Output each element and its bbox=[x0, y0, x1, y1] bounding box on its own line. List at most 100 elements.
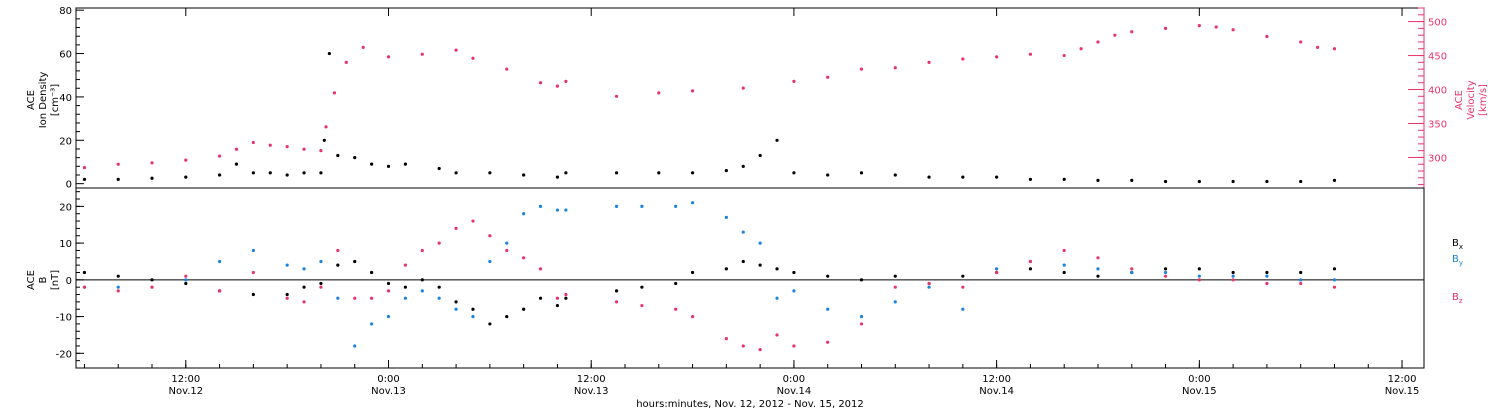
by-point bbox=[792, 289, 796, 293]
bz-point bbox=[1062, 248, 1066, 253]
top-panel-frame bbox=[75, 7, 1425, 189]
bz-point bbox=[488, 234, 492, 238]
bz-point bbox=[319, 285, 323, 289]
by-point bbox=[927, 285, 931, 289]
velocity-point bbox=[116, 162, 120, 166]
top-left-axis-label-line-2: Ion Density bbox=[38, 72, 49, 129]
ion-density-point bbox=[1265, 179, 1269, 184]
ion-density-point bbox=[1096, 178, 1100, 183]
bottom-axis-label-line-1: ACE bbox=[26, 270, 37, 290]
bx-point bbox=[522, 307, 526, 311]
bx-point bbox=[792, 270, 796, 275]
legend: Bx By Bz bbox=[1452, 238, 1463, 305]
ion-density-point bbox=[927, 175, 931, 179]
top-left-tick-label: 80 bbox=[59, 6, 72, 17]
by-point bbox=[1332, 278, 1337, 282]
bx-point bbox=[1028, 267, 1033, 271]
velocity-point bbox=[564, 79, 568, 83]
bz-point bbox=[403, 263, 407, 267]
ion-density-point bbox=[1163, 179, 1168, 184]
velocity-point bbox=[285, 144, 289, 149]
bz-point bbox=[353, 296, 357, 300]
bx-point bbox=[505, 314, 509, 319]
ion-density-point bbox=[1332, 178, 1337, 183]
velocity-point bbox=[1163, 26, 1168, 30]
velocity-point bbox=[268, 143, 272, 147]
bz-point bbox=[724, 337, 728, 341]
bz-point bbox=[859, 322, 864, 326]
by-point bbox=[505, 241, 509, 245]
velocity-point bbox=[614, 94, 619, 98]
ion-density-point bbox=[319, 171, 323, 175]
by-point bbox=[674, 204, 678, 208]
bz-point bbox=[538, 267, 543, 271]
ion-density-point bbox=[217, 173, 222, 177]
x-axis-ticks: 12:00Nov.120:00Nov.1312:00Nov.130:00Nov.… bbox=[83, 8, 1419, 397]
ion-density-point bbox=[741, 164, 745, 168]
bx-point bbox=[690, 270, 695, 275]
bx-point bbox=[319, 281, 323, 286]
ion-density-point bbox=[327, 51, 331, 56]
bottom-panel-frame bbox=[75, 187, 1425, 369]
bz-point bbox=[302, 300, 306, 304]
by-point bbox=[614, 204, 619, 208]
bx-point bbox=[285, 292, 289, 297]
top-right-axis-label: ACE Velocity [km/s] bbox=[1454, 80, 1489, 119]
by-point bbox=[1062, 263, 1066, 267]
by-point bbox=[690, 201, 695, 205]
bz-point bbox=[420, 248, 424, 253]
bz-point bbox=[285, 296, 289, 300]
bx-point bbox=[488, 322, 492, 326]
velocity-point bbox=[1214, 25, 1218, 29]
x-tick-date: Nov.15 bbox=[1182, 386, 1217, 397]
bx-point bbox=[370, 270, 374, 275]
by-point bbox=[775, 296, 779, 300]
top-left-axis-label: ACE Ion Density [cm⁻³] bbox=[26, 72, 61, 129]
bx-point bbox=[640, 285, 644, 289]
by-point bbox=[859, 314, 864, 319]
by-point bbox=[403, 296, 407, 300]
top-right-tick-label: 300 bbox=[1428, 153, 1447, 164]
top-left-tick-label: 0 bbox=[66, 180, 72, 191]
bx-point bbox=[471, 307, 475, 311]
bx-point bbox=[150, 278, 154, 282]
ion-density-point bbox=[488, 171, 492, 175]
by-point bbox=[1197, 274, 1201, 278]
bx-point bbox=[555, 303, 560, 308]
velocity-point bbox=[251, 140, 255, 145]
velocity-point bbox=[1079, 47, 1083, 51]
velocity-point bbox=[1096, 40, 1100, 44]
ion-density-point bbox=[116, 177, 120, 181]
bx-point bbox=[538, 296, 543, 300]
bx-point bbox=[1197, 267, 1201, 271]
bz-point bbox=[758, 348, 762, 352]
ion-density-point bbox=[336, 153, 340, 158]
top-right-axis-label-line-3: [km/s] bbox=[1478, 84, 1489, 116]
by-point bbox=[217, 259, 222, 264]
by-point bbox=[893, 300, 897, 304]
bx-point bbox=[336, 263, 340, 267]
by-point bbox=[1299, 278, 1303, 282]
ion-density-point bbox=[1231, 179, 1235, 184]
bottom-left-tick-label: 10 bbox=[59, 239, 72, 250]
top-right-tick-label: 400 bbox=[1428, 86, 1447, 97]
legend-bz: Bz bbox=[1452, 292, 1463, 305]
by-point bbox=[1265, 274, 1269, 278]
bz-point bbox=[370, 296, 374, 300]
ion-density-point bbox=[555, 175, 560, 179]
by-point bbox=[386, 314, 391, 319]
velocity-point bbox=[420, 52, 424, 56]
velocity-point bbox=[319, 149, 323, 153]
bz-point bbox=[1096, 256, 1100, 260]
ion-density-point bbox=[1028, 177, 1033, 181]
ion-density-point bbox=[251, 171, 255, 175]
bz-point bbox=[522, 256, 526, 260]
ion-density-point bbox=[353, 156, 357, 160]
bx-point bbox=[302, 285, 306, 289]
bz-point bbox=[690, 314, 695, 319]
velocity-point bbox=[361, 45, 365, 49]
ion-density-point bbox=[302, 171, 306, 175]
velocity-point bbox=[184, 158, 188, 162]
legend-bz-name: B bbox=[1452, 292, 1459, 303]
